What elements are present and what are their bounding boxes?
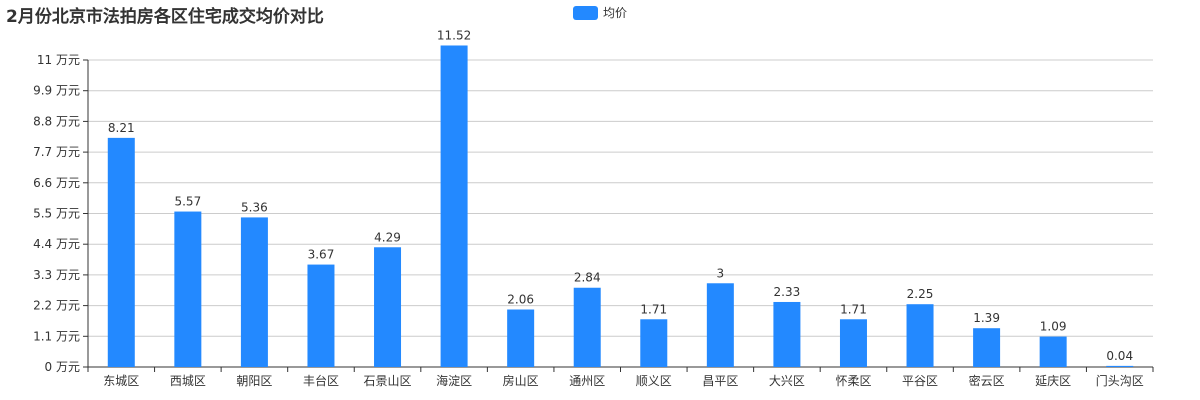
x-tick-label: 房山区	[503, 373, 539, 388]
x-tick-label: 门头沟区	[1096, 373, 1144, 388]
y-tick-label: 5.5 万元	[33, 207, 80, 221]
bar[interactable]	[1106, 365, 1134, 367]
bar[interactable]	[573, 287, 601, 367]
bar[interactable]	[240, 217, 268, 367]
x-tick-label: 通州区	[569, 374, 605, 388]
x-tick-label: 延庆区	[1035, 374, 1071, 388]
x-tick-label: 朝阳区	[236, 374, 272, 388]
bar[interactable]	[906, 304, 934, 367]
x-tick-label: 石景山区	[364, 374, 412, 388]
bar[interactable]	[773, 301, 801, 367]
x-tick-label: 密云区	[969, 373, 1005, 388]
data-label: 5.36	[241, 200, 268, 214]
legend[interactable]: 均价	[573, 4, 627, 21]
data-label: 2.84	[574, 271, 601, 285]
bar[interactable]	[706, 283, 734, 367]
y-tick-label: 6.6 万元	[33, 176, 80, 190]
bar[interactable]	[507, 309, 535, 367]
y-tick-label: 8.8 万元	[33, 114, 80, 128]
y-tick-label: 0 万元	[45, 360, 80, 374]
x-tick-label: 怀柔区	[835, 374, 871, 388]
bar[interactable]	[440, 45, 468, 367]
bar[interactable]	[374, 247, 402, 367]
y-tick-label: 9.9 万元	[33, 84, 80, 98]
bar[interactable]	[973, 328, 1001, 367]
y-tick-label: 2.2 万元	[33, 299, 80, 313]
data-label: 1.09	[1040, 320, 1067, 334]
y-tick-label: 1.1 万元	[33, 329, 80, 343]
x-tick-label: 西城区	[170, 374, 206, 388]
bar[interactable]	[1039, 336, 1067, 367]
data-label: 8.21	[108, 121, 135, 135]
x-tick-label: 大兴区	[769, 374, 805, 388]
data-label: 0.04	[1106, 349, 1133, 363]
y-tick-label: 3.3 万元	[33, 268, 80, 282]
y-tick-label: 11 万元	[37, 53, 80, 67]
y-tick-label: 4.4 万元	[33, 237, 80, 251]
bar[interactable]	[307, 264, 335, 367]
data-label: 1.71	[840, 302, 867, 316]
data-label: 1.39	[973, 311, 1000, 325]
x-tick-label: 东城区	[103, 374, 139, 388]
x-tick-label: 顺义区	[636, 374, 672, 388]
bar[interactable]	[174, 211, 202, 367]
bar[interactable]	[640, 319, 668, 367]
bar[interactable]	[839, 319, 867, 367]
x-tick-label: 昌平区	[702, 374, 738, 388]
data-label: 1.71	[640, 302, 667, 316]
data-label: 2.06	[507, 293, 534, 307]
data-label: 2.25	[907, 287, 934, 301]
bar[interactable]	[107, 137, 135, 367]
legend-swatch	[573, 5, 598, 20]
data-label: 4.29	[374, 230, 401, 244]
x-tick-label: 平谷区	[902, 374, 938, 388]
data-label: 3.67	[308, 248, 335, 262]
y-tick-label: 7.7 万元	[33, 145, 80, 159]
data-label: 3	[717, 266, 725, 280]
x-tick-label: 海淀区	[436, 373, 472, 388]
chart-title: 2月份北京市法拍房各区住宅成交均价对比	[6, 7, 324, 27]
legend-label: 均价	[603, 6, 628, 20]
x-tick-label: 丰台区	[303, 373, 339, 388]
data-label: 2.33	[774, 285, 801, 299]
data-label: 11.52	[437, 28, 471, 42]
data-label: 5.57	[174, 195, 201, 209]
